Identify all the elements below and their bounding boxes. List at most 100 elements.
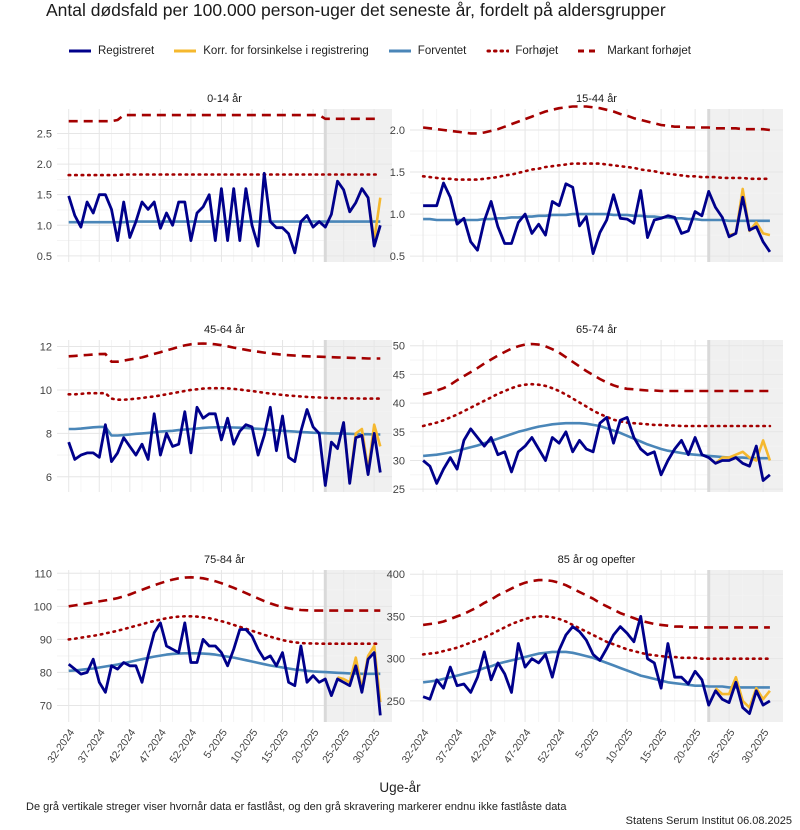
y-tick-label: 30 [393,455,405,467]
x-tick-label: 10-2025 [229,727,261,766]
y-tick-label: 300 [387,654,405,666]
legend-swatch [388,49,411,53]
series-registreret [423,181,772,255]
legend: Registreret Korr. for forsinkelse i regis… [68,42,710,60]
y-tick-label: 90 [40,634,52,646]
series-registreret [422,416,771,485]
series-registreret [422,615,771,715]
series-registreret [67,621,382,716]
panel-title: 45-64 år [204,324,245,336]
y-tick-label: 100 [34,601,52,613]
y-tick-label: 110 [34,568,52,580]
series-forventet [423,212,770,223]
legend-swatch [578,49,601,53]
y-tick-label: 1.5 [390,167,405,179]
series-forhojet [67,173,382,177]
y-tick-label: 8 [46,428,52,440]
legend-label: Korr. for forsinkelse i registrering [203,45,369,57]
footnote: De grå vertikale streger viser hvornår d… [26,801,567,813]
panel: 15-44 år 0.5 1.0 1.5 2.0 [390,93,783,263]
panel: 65-74 år 25 30 35 40 45 50 [393,324,783,496]
x-tick-label: 15-2025 [638,727,670,766]
y-tick-label: 40 [393,398,405,410]
x-tick-label: 15-2025 [259,727,291,766]
series-markant-forhojet [68,576,381,612]
y-tick-label: 25 [393,484,405,496]
legend-item: Markant forhøjet [577,45,691,57]
y-tick-label: 45 [393,369,405,381]
x-tick-label: 42-2024 [106,727,138,766]
y-tick-label: 250 [387,696,405,708]
x-tick-label: 47-2024 [137,727,169,766]
series-korrigeret [714,675,771,709]
unlocked-shading [708,340,783,492]
x-tick-label: 5-2025 [573,727,602,761]
x-tick-label: 30-2025 [740,727,772,766]
legend-item: Forventet [388,45,467,57]
x-tick-label: 20-2025 [672,727,704,766]
x-tick-label: 25-2025 [320,727,352,766]
panel-title: 0-14 år [207,93,242,105]
x-tick-label: 42-2024 [468,727,500,766]
x-axis-title: Uge-år [379,780,421,795]
series-markant-forhojet [68,113,381,123]
x-tick-label: 37-2024 [76,727,108,766]
y-tick-label: 2.0 [390,125,405,137]
legend-label: Markant forhøjet [607,45,691,57]
x-tick-label: 52-2024 [536,727,568,766]
x-tick-label: 25-2025 [706,727,738,766]
y-tick-label: 35 [393,427,405,439]
unlocked-shading [708,570,783,722]
y-tick-label: 50 [393,341,405,353]
series-registreret [67,171,382,255]
legend-item: Korr. for forsinkelse i registrering [173,45,369,57]
series-forhojet [421,382,772,428]
panel: 75-84 år 70 80 90 100 110 32-202437-202442-202… [34,554,392,766]
legend-label: Forventet [417,45,467,57]
legend-label: Registreret [98,45,155,57]
x-tick-label: 37-2024 [434,727,466,766]
credit: Statens Serum Institut 06.08.2025 [625,815,792,827]
legend-item: Registreret [68,45,154,57]
series-forhojet [421,615,772,660]
y-tick-label: 350 [387,611,405,623]
x-tick-label: 52-2024 [167,727,199,766]
series-registreret [67,405,382,487]
panel-title: 65-74 år [576,324,617,336]
y-tick-label: 1.0 [390,209,405,221]
series-forhojet [421,162,772,181]
y-tick-label: 10 [40,385,52,397]
y-tick-label: 6 [46,472,52,484]
unlocked-shading [325,340,392,492]
series-korrigeret [714,439,772,465]
y-tick-label: 2.0 [37,159,52,171]
x-tick-label: 5-2025 [201,727,230,761]
panel-title: 85 år og opefter [558,554,636,566]
x-tick-label: 32-2024 [45,727,77,766]
y-tick-label: 70 [40,700,52,712]
panel-title: 15-44 år [576,93,617,105]
panel: 85 år og opefter 250 300 350 400 32-2024 37-20… [387,554,783,766]
y-tick-label: 1.0 [37,220,52,232]
x-tick-label: 32-2024 [400,727,432,766]
y-tick-label: 0.5 [37,251,52,263]
y-tick-label: 2.5 [37,128,52,140]
series-markant-forhojet [422,342,770,396]
unlocked-shading [325,570,392,722]
chart-title: Antal dødsfald per 100.000 person-uger d… [46,0,666,20]
y-tick-label: 80 [40,667,52,679]
series-markant-forhojet [422,578,770,629]
panel-title: 75-84 år [204,554,245,566]
y-tick-label: 400 [387,569,405,581]
x-tick-label: 30-2025 [351,727,383,766]
x-tick-label: 10-2025 [604,727,636,766]
panel: 45-64 år 6 8 10 12 [40,324,392,492]
series-forhojet [67,615,382,645]
series-forhojet [67,386,382,401]
legend-label: Forhøjet [515,45,559,57]
y-tick-label: 0.5 [390,251,405,263]
series-forventet [422,421,770,460]
x-tick-label: 47-2024 [502,727,534,766]
x-tick-label: 20-2025 [290,727,322,766]
